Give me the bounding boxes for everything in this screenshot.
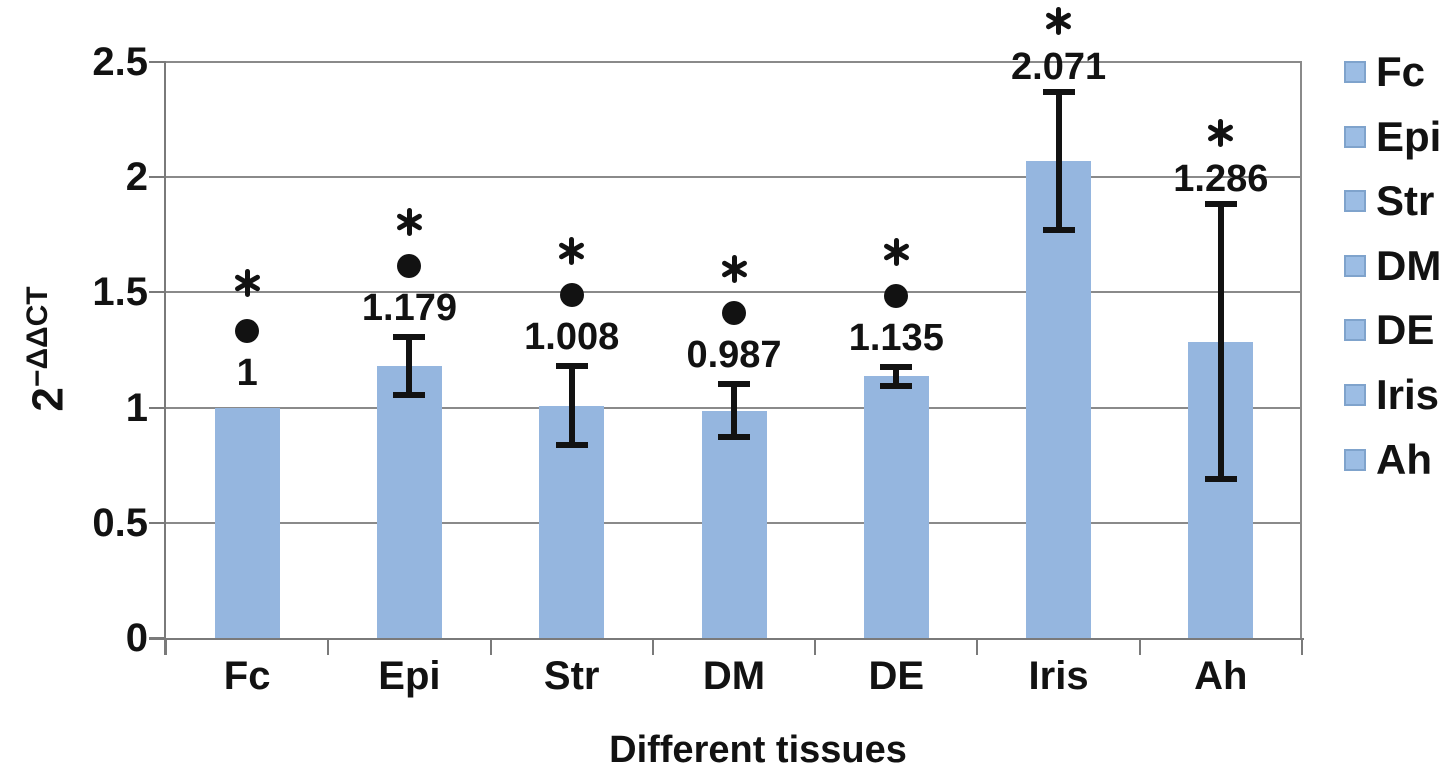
error-bar-cap-top-de (880, 364, 913, 371)
bar-iris (1026, 160, 1092, 638)
legend-swatch-ah (1344, 448, 1366, 471)
value-label-ah: 1.286 (1173, 158, 1269, 201)
legend-label-iris: Iris (1376, 371, 1440, 418)
x-axis-title: Different tissues (609, 729, 907, 771)
error-bar-line-de (893, 366, 900, 387)
error-bar-cap-bottom-dm (718, 434, 750, 441)
legend-swatch-str (1344, 190, 1366, 213)
legend-swatch-dm (1344, 254, 1366, 277)
x-tick (165, 638, 167, 655)
y-axis-line (164, 62, 166, 655)
legend-swatch-iris (1344, 384, 1366, 406)
x-tick (1138, 638, 1141, 655)
error-bar-cap-bottom-epi (393, 392, 426, 399)
x-tick (814, 638, 817, 655)
y-axis-title-exponent: −ΔΔCT (21, 286, 54, 388)
y-tick (149, 406, 166, 409)
y-tick-label: 0 (125, 616, 148, 660)
x-tick (489, 638, 492, 655)
legend-label-str: Str (1376, 177, 1435, 225)
plot-right-border (1300, 62, 1302, 640)
x-tick (976, 638, 979, 655)
error-bar-line-iris (1055, 90, 1062, 232)
error-bar-line-dm (731, 382, 737, 439)
error-bar-cap-top-str (555, 363, 588, 370)
y-tick-label: 0.5 (92, 500, 148, 545)
legend-label-de: DE (1376, 306, 1435, 354)
x-tick-label-de: DE (868, 654, 925, 698)
bar-fc (214, 407, 280, 638)
value-label-str: 1.008 (524, 316, 620, 359)
bar-de (863, 376, 929, 638)
significance-dot-de (884, 284, 909, 309)
legend-label-fc: Fc (1376, 48, 1426, 95)
significance-dot-dm (722, 300, 746, 325)
y-tick-label: 1.5 (92, 270, 148, 315)
legend-swatch-de (1344, 319, 1366, 342)
x-tick-label-ah: Ah (1194, 654, 1248, 698)
significance-star-icon-de (882, 238, 910, 267)
y-tick-label: 2 (125, 155, 148, 200)
legend-swatch-fc (1344, 61, 1366, 83)
error-bar-cap-top-dm (718, 380, 750, 387)
y-tick (149, 291, 166, 294)
error-bar-cap-bottom-str (555, 442, 588, 449)
significance-star-icon-iris (1045, 6, 1073, 35)
significance-dot-str (559, 283, 584, 308)
x-tick (651, 638, 654, 655)
error-bar-line-str (568, 365, 575, 447)
value-label-fc: 1 (236, 351, 258, 394)
y-tick (149, 61, 166, 63)
value-label-iris: 2.071 (1011, 45, 1107, 88)
significance-star-icon-dm (720, 254, 748, 283)
legend-label-dm: DM (1376, 241, 1441, 289)
bar-dm (701, 410, 767, 638)
gridline (166, 291, 1302, 294)
x-tick-label-dm: DM (702, 654, 766, 698)
y-tick-label: 2.5 (92, 40, 148, 84)
significance-star-icon-fc (233, 268, 261, 297)
x-tick (1301, 638, 1303, 655)
value-label-dm: 0.987 (686, 333, 782, 376)
significance-dot-fc (235, 318, 260, 343)
error-bar-cap-top-ah (1204, 201, 1237, 208)
x-axis-line (149, 638, 1304, 640)
y-tick (149, 521, 166, 524)
legend-label-epi: Epi (1376, 112, 1441, 160)
significance-star-icon-epi (395, 208, 423, 237)
x-tick-label-fc: Fc (223, 654, 271, 698)
legend-swatch-epi (1344, 125, 1366, 148)
y-tick-label: 1 (125, 385, 148, 430)
error-bar-line-ah (1217, 203, 1224, 480)
value-label-epi: 1.179 (361, 287, 457, 330)
significance-star-icon-ah (1207, 119, 1235, 148)
x-tick-label-iris: Iris (1028, 654, 1089, 698)
error-bar-line-epi (406, 336, 413, 397)
bar-epi (376, 366, 442, 638)
error-bar-cap-bottom-iris (1042, 227, 1075, 234)
x-tick-label-epi: Epi (378, 654, 441, 698)
value-label-de: 1.135 (848, 317, 944, 360)
error-bar-cap-top-iris (1042, 88, 1075, 95)
legend-label-ah: Ah (1376, 435, 1432, 483)
x-tick (327, 638, 330, 655)
error-bar-cap-bottom-de (880, 382, 913, 389)
x-tick-label-str: Str (543, 654, 600, 698)
error-bar-cap-top-epi (393, 334, 426, 341)
significance-star-icon-str (558, 237, 586, 266)
gridline (166, 176, 1302, 179)
gridline (166, 61, 1302, 63)
y-tick (149, 176, 166, 179)
error-bar-cap-bottom-ah (1204, 475, 1237, 482)
significance-dot-epi (397, 254, 422, 279)
